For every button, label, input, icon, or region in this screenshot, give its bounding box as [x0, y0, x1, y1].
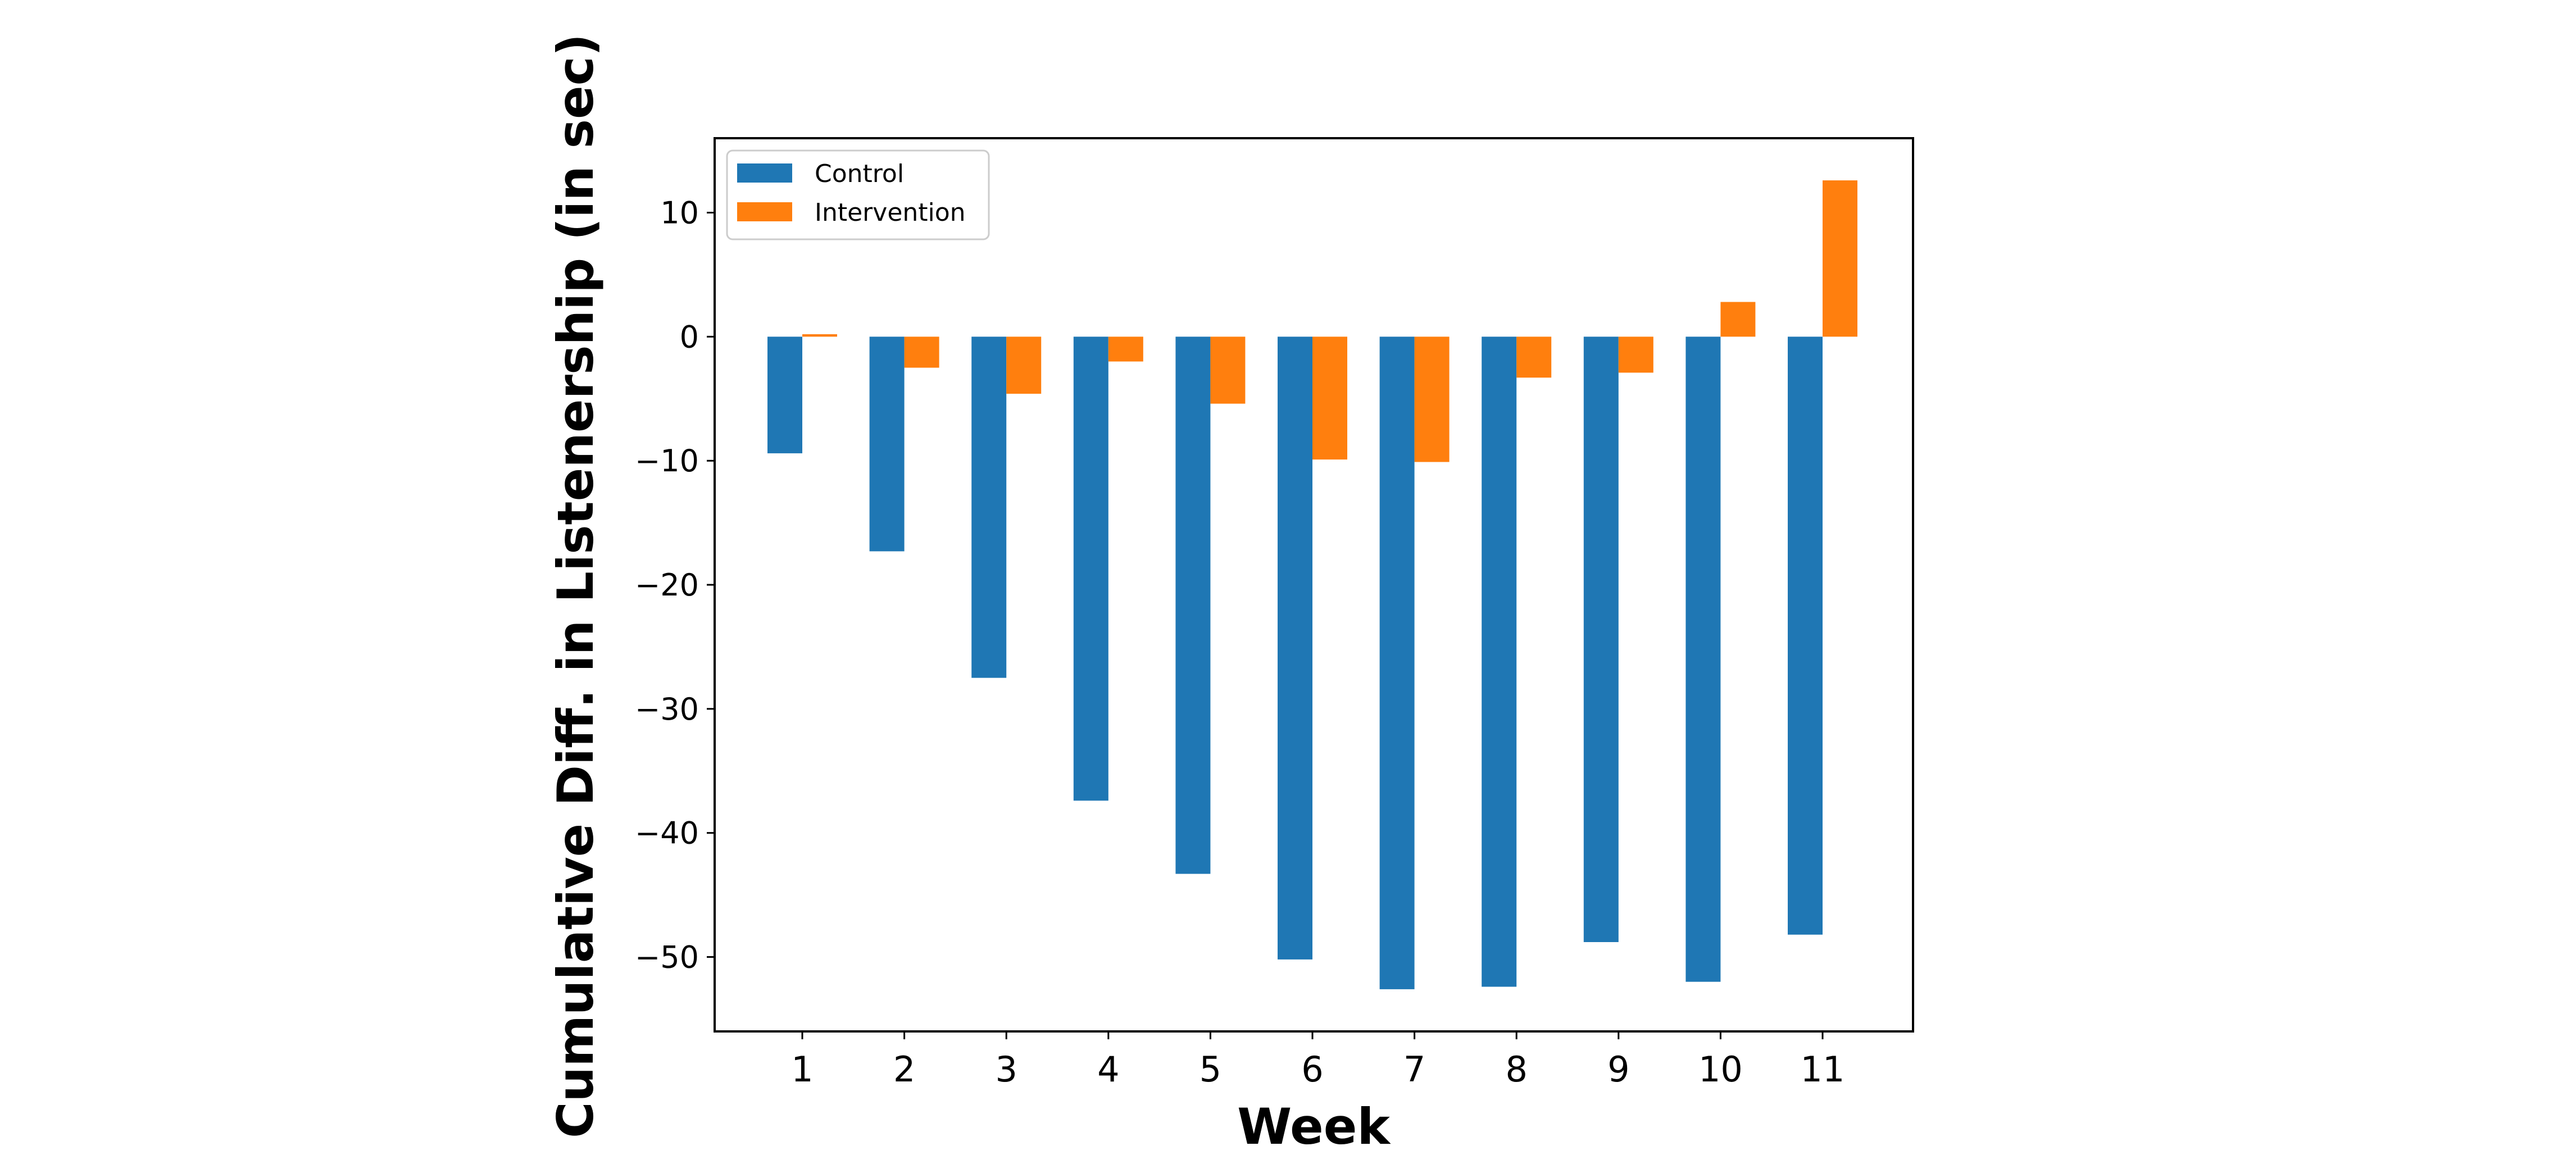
- x-tick-label: 1: [791, 1049, 813, 1090]
- bar-intervention-week-5: [1210, 337, 1246, 404]
- x-tick-label: 3: [995, 1049, 1017, 1090]
- x-axis-title: Week: [1237, 1098, 1391, 1153]
- bar-control-week-1: [767, 337, 802, 453]
- legend-swatch-intervention: [737, 202, 792, 221]
- legend-box: [726, 149, 990, 240]
- x-tick-label: 10: [1698, 1049, 1743, 1090]
- bar-control-week-8: [1482, 337, 1517, 987]
- bar-control-week-4: [1073, 337, 1108, 801]
- y-axis-title: Cumulative Diff. in Listenership (in sec…: [547, 34, 605, 1138]
- bar-intervention-week-11: [1823, 180, 1857, 337]
- ticks-layer: 1 2 3 4 5 6 7 8 9 10 11 10 0 −10 −20 −30 −40 −50: [635, 195, 1844, 1090]
- bar-intervention-week-3: [1006, 337, 1042, 394]
- x-tick-label: 8: [1505, 1049, 1527, 1090]
- bar-intervention-week-1: [802, 334, 837, 337]
- bar-control-week-9: [1583, 337, 1619, 943]
- x-tick-label: 11: [1801, 1049, 1845, 1090]
- bar-control-week-3: [971, 337, 1007, 678]
- y-tick-label: −10: [635, 443, 699, 479]
- bar-control-week-7: [1379, 337, 1415, 989]
- x-tick-label: 2: [893, 1049, 915, 1090]
- legend-label-intervention: Intervention: [815, 198, 966, 227]
- y-tick-label: −40: [635, 816, 699, 851]
- bar-control-week-11: [1788, 337, 1823, 935]
- x-tick-label: 9: [1607, 1049, 1629, 1090]
- bar-control-week-2: [869, 337, 905, 552]
- plot-frame: [714, 137, 1914, 1033]
- x-tick-label: 6: [1301, 1049, 1323, 1090]
- y-tick-label: −50: [635, 940, 699, 975]
- bar-intervention-week-8: [1516, 337, 1552, 378]
- y-tick-label: 10: [660, 195, 699, 231]
- x-tick-label: 4: [1097, 1049, 1119, 1090]
- x-tick-label: 5: [1200, 1049, 1221, 1090]
- bar-intervention-week-7: [1414, 337, 1450, 462]
- bar-intervention-week-2: [904, 337, 939, 368]
- legend-swatch-control: [737, 163, 792, 183]
- y-tick-label: −20: [635, 567, 699, 603]
- bar-intervention-week-6: [1312, 337, 1347, 460]
- bar-intervention-week-4: [1108, 337, 1143, 362]
- x-tick-label: 7: [1403, 1049, 1425, 1090]
- bars-layer: [767, 180, 1857, 989]
- bar-intervention-week-10: [1720, 302, 1756, 337]
- bar-intervention-week-9: [1618, 337, 1653, 373]
- legend-label-control: Control: [815, 160, 904, 188]
- legend: Control Intervention: [726, 149, 990, 240]
- y-tick-label: 0: [680, 319, 699, 354]
- bar-control-week-10: [1685, 337, 1721, 982]
- bar-control-week-6: [1278, 337, 1312, 960]
- bar-control-week-5: [1175, 337, 1211, 874]
- y-tick-label: −30: [635, 692, 699, 727]
